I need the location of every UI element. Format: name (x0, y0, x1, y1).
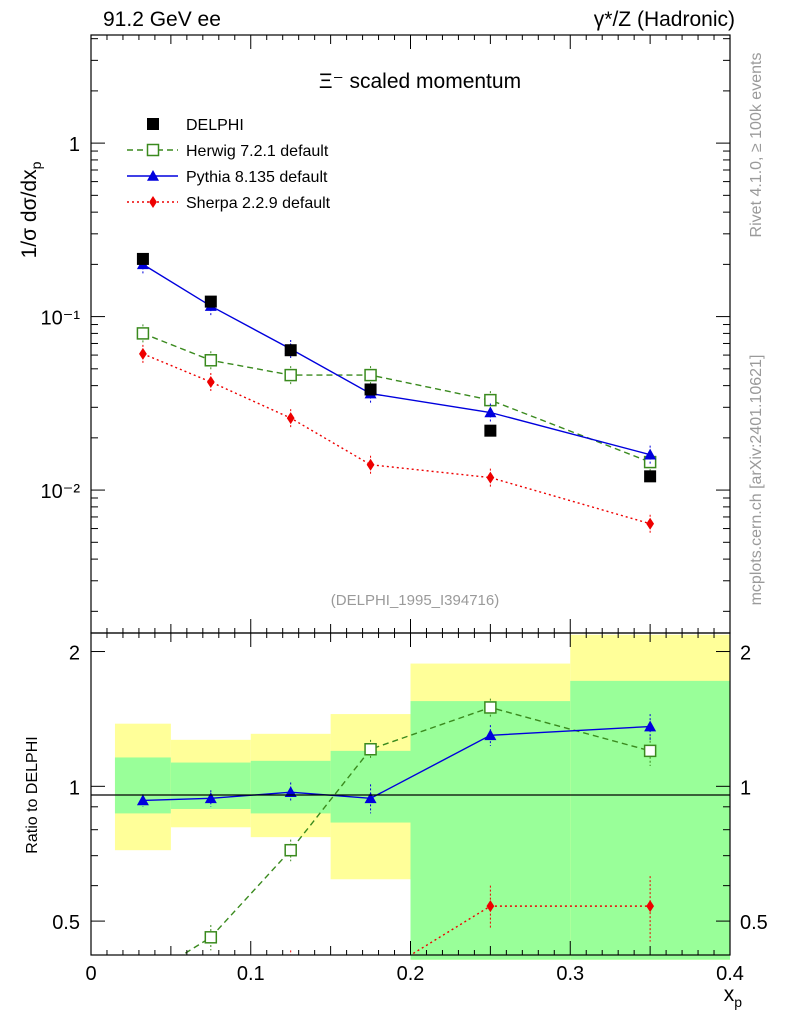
data-point-delphi (644, 470, 657, 483)
ratio-point (284, 843, 297, 857)
rivet-label: Rivet 4.1.0, ≥ 100k events (748, 53, 765, 238)
ratio-point (364, 792, 377, 804)
data-point (204, 354, 218, 367)
y-tick-label: 1 (69, 134, 80, 156)
ratio-line (181, 706, 651, 955)
ratio-point (644, 720, 657, 732)
ratio-series-group (136, 698, 657, 1002)
ratio-point (646, 900, 655, 913)
data-point (484, 406, 497, 418)
ratio-point (284, 786, 297, 798)
x-tick-label: 0 (85, 963, 96, 985)
mcplots-label: mcplots.cern.ch [arXiv:2401.10621] (748, 355, 765, 606)
y-axis-label-ratio: Ratio to DELPHI (24, 736, 41, 853)
header-right: γ*/Z (Hadronic) (594, 8, 735, 31)
x-tick-label: 0.2 (397, 963, 425, 985)
data-point (644, 448, 657, 460)
analysis-id: (DELPHI_1995_I394716) (331, 592, 499, 609)
chart-title: Ξ⁻ scaled momentum (319, 70, 521, 93)
ratio-point (204, 931, 218, 944)
data-point (206, 375, 215, 388)
main-plot-layer (136, 252, 657, 533)
x-tick-label: 0.3 (556, 963, 584, 985)
legend-marker (147, 170, 159, 181)
ratio-y-tick-label: 2 (69, 643, 80, 665)
header-left: 91.2 GeV ee (103, 8, 221, 31)
data-point (284, 368, 297, 382)
axis-ticks: 0 0.1 0.2 0.3 0.4 10⁻² 10⁻¹ 1 0.5 0.5 1 1 2 2 (41, 35, 768, 985)
legend-marker (146, 143, 160, 157)
data-point (286, 412, 295, 425)
ratio-point (367, 974, 375, 986)
legend-label: Sherpa 2.2.9 default (186, 195, 331, 212)
data-point-delphi (136, 252, 149, 265)
series-line (142, 263, 651, 456)
ratio-y-tick-label-right: 1 (740, 777, 751, 799)
data-point (136, 327, 150, 340)
ratio-y-tick-label: 0.5 (52, 912, 80, 934)
ratio-point (287, 958, 295, 970)
data-point-delphi (284, 344, 297, 357)
y-axis-label-main: 1/σ dσ/dxp (18, 161, 44, 258)
ratio-band-inner (330, 750, 411, 823)
legend-label: DELPHI (186, 117, 244, 134)
data-point (139, 347, 147, 360)
series-line (142, 332, 651, 463)
data-point (486, 471, 495, 484)
ratio-plot-layer (136, 698, 657, 1002)
ratio-point (136, 794, 149, 806)
ratio-point (364, 742, 377, 756)
legend-marker (149, 196, 157, 208)
y-tick-label: 10⁻² (41, 481, 81, 503)
data-point-delphi (484, 424, 497, 437)
x-tick-label: 0.4 (716, 963, 744, 985)
ratio-band-inner (410, 701, 571, 960)
data-point-delphi (364, 383, 377, 396)
ratio-bands (114, 634, 730, 960)
data-point (646, 517, 655, 530)
legend-label: Pythia 8.135 default (186, 169, 328, 186)
ratio-point (137, 974, 148, 985)
ratio-point (207, 990, 215, 1002)
ratio-y-tick-label: 1 (69, 777, 80, 799)
ratio-point (643, 744, 657, 758)
ratio-point (204, 792, 217, 804)
legend-marker-delphi (147, 118, 159, 130)
x-axis-label: xp (724, 983, 743, 1010)
y-tick-label: 10⁻¹ (41, 308, 81, 330)
ratio-point (484, 729, 497, 741)
data-point (484, 393, 497, 407)
ratio-point (484, 701, 497, 714)
x-tick-label: 0.1 (237, 963, 265, 985)
data-point (364, 368, 377, 382)
legend-label: Herwig 7.2.1 default (186, 143, 329, 160)
ratio-y-tick-label-right: 2 (740, 643, 751, 665)
series-line (142, 353, 651, 525)
ratio-point (486, 900, 495, 913)
legend: DELPHI Herwig 7.2.1 default Pythia 8.135 d… (127, 117, 331, 212)
data-point (366, 458, 375, 471)
ratio-y-tick-label-right: 0.5 (740, 912, 768, 934)
data-point-delphi (204, 295, 217, 308)
